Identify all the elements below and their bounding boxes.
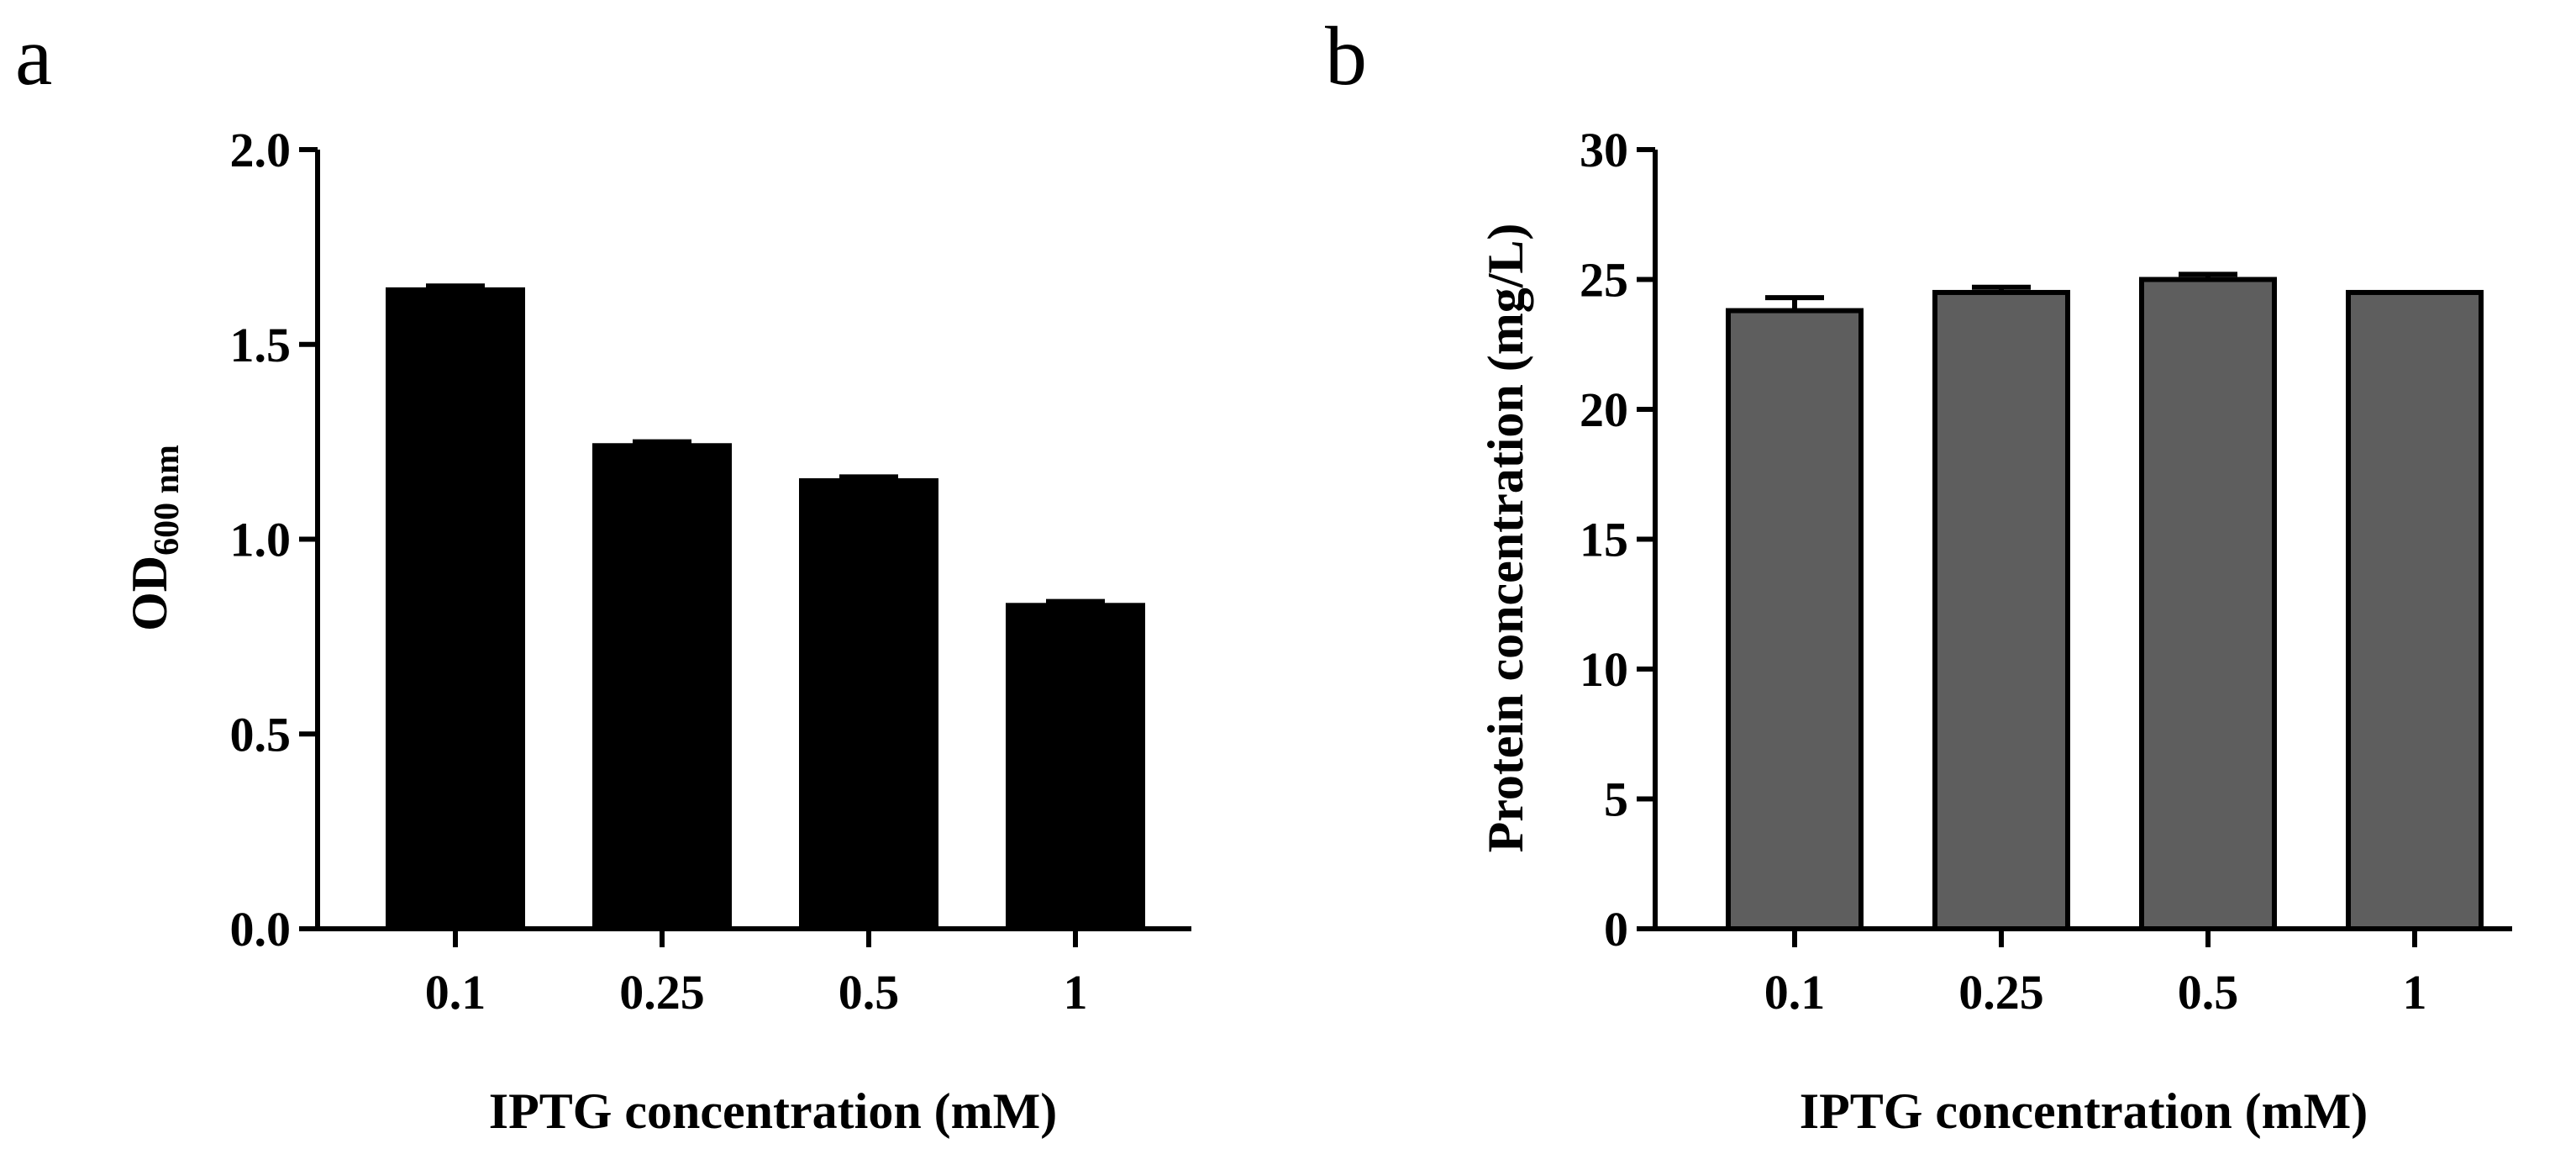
panel-b-x-axis-title: IPTG concentration (mM) xyxy=(1800,1083,2368,1139)
panel-a-label: a xyxy=(15,9,52,103)
a-y-tick-label-0.0: 0.0 xyxy=(230,902,292,957)
panel-b-x-ticks: 0.1 0.25 0.5 1 xyxy=(1764,929,2427,1020)
a-x-tick-label-0.5: 0.5 xyxy=(839,965,900,1020)
panel-a-ylabel-main: OD xyxy=(122,556,177,631)
panel-b-bars xyxy=(1726,277,2484,931)
panel-a-x-axis: 0.1 0.25 0.5 1 xyxy=(315,926,1191,1020)
b-bar-0.25 xyxy=(1932,289,2070,931)
b-y-tick-label-0: 0 xyxy=(1604,902,1628,957)
b-y-tick-label-30: 30 xyxy=(1580,123,1628,177)
a-bar-0.1 xyxy=(386,287,525,931)
a-y-tick-label-1.0: 1.0 xyxy=(230,513,292,567)
b-x-tick-label-0.5: 0.5 xyxy=(2178,965,2239,1020)
b-bar-0.1 xyxy=(1726,308,1864,931)
panel-a: a 0.0 0.5 1.0 1.5 2.0 0.1 0.25 0.5 1 OD600 nm I… xyxy=(15,9,1191,1139)
panel-a-x-ticks: 0.1 0.25 0.5 1 xyxy=(425,929,1088,1020)
a-y-tick-label-0.5: 0.5 xyxy=(230,707,292,762)
panel-b-y-ticks: 0 5 10 15 20 25 30 xyxy=(1580,123,1655,957)
panel-a-ylabel-sub: 600 nm xyxy=(148,445,187,556)
a-x-tick-label-0.25: 0.25 xyxy=(619,965,705,1020)
a-y-tick-label-1.5: 1.5 xyxy=(230,318,292,372)
a-bar-0.25 xyxy=(592,443,732,931)
b-x-tick-label-0.1: 0.1 xyxy=(1764,965,1826,1020)
a-bar-0.5 xyxy=(799,477,938,931)
b-bar-1 xyxy=(2346,289,2484,931)
panel-a-y-axis-title: OD600 nm xyxy=(122,445,187,631)
a-x-tick-label-1: 1 xyxy=(1064,965,1088,1020)
b-x-tick-label-1: 1 xyxy=(2403,965,2427,1020)
panel-b: b 0 5 10 15 20 25 30 0.1 0.25 0.5 1 Protein conce… xyxy=(1325,9,2512,1139)
panel-b-label: b xyxy=(1325,9,1367,103)
panel-a-x-axis-title: IPTG concentration (mM) xyxy=(489,1083,1058,1139)
b-y-tick-label-25: 25 xyxy=(1580,253,1628,308)
panel-a-bars xyxy=(386,287,1145,931)
panel-b-y-axis: 0 5 10 15 20 25 30 xyxy=(1580,123,1658,957)
panel-b-y-axis-title: Protein concentration (mg/L) xyxy=(1478,224,1533,853)
b-y-tick-label-5: 5 xyxy=(1604,772,1628,827)
panel-a-error-bars xyxy=(426,283,1105,606)
a-y-tick-label-2.0: 2.0 xyxy=(230,123,292,177)
b-x-tick-label-0.25: 0.25 xyxy=(1958,965,2044,1020)
a-x-tick-label-0.1: 0.1 xyxy=(425,965,486,1020)
a-bar-1 xyxy=(1006,603,1145,931)
panel-a-y-ticks: 0.0 0.5 1.0 1.5 2.0 xyxy=(230,123,318,957)
panel-b-error-bars xyxy=(1765,271,2237,311)
panel-a-y-axis: 0.0 0.5 1.0 1.5 2.0 xyxy=(230,123,320,957)
b-y-tick-label-15: 15 xyxy=(1580,513,1628,567)
b-bar-0.5 xyxy=(2139,277,2277,931)
panel-b-x-axis: 0.1 0.25 0.5 1 xyxy=(1653,926,2512,1020)
b-y-tick-label-10: 10 xyxy=(1580,642,1628,697)
b-y-tick-label-20: 20 xyxy=(1580,382,1628,437)
